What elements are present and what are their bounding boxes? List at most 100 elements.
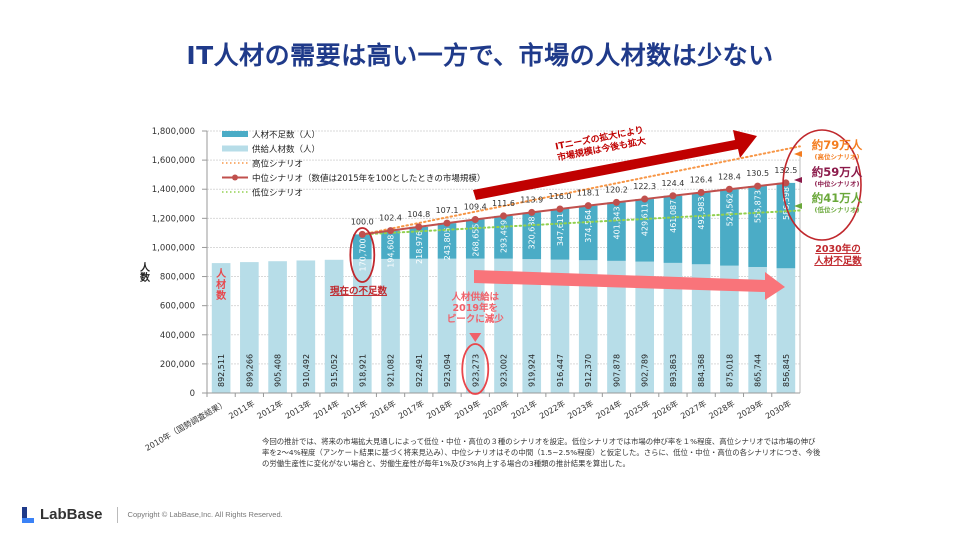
peak-circle <box>461 343 490 395</box>
bar-shortage <box>578 205 598 261</box>
bar-supply <box>381 258 400 393</box>
bar-shortage-label: 524,562 <box>725 193 734 226</box>
footer-divider <box>116 506 118 523</box>
bar-shortage <box>409 226 429 259</box>
bar-supply <box>663 262 683 393</box>
annotation-supply-char: 人 <box>216 267 227 280</box>
bar-supply <box>494 258 513 393</box>
bar-supply <box>240 262 259 393</box>
y-tick-label: 800,000 <box>160 273 195 283</box>
bar-shortage-label: 293,499 <box>500 220 509 253</box>
scenario-value: 約41万人 <box>812 191 863 205</box>
x-tick-label: 2011年 <box>227 398 257 421</box>
x-tick-label: 2016年 <box>368 398 398 421</box>
x-tick-label: 2015年 <box>340 398 370 421</box>
legend-label: 高位シナリオ <box>252 159 303 170</box>
mid-scenario-index-label: 102.4 <box>379 214 402 223</box>
y-tick-label: 1,400,000 <box>152 185 195 195</box>
current-shortage-label: 現在の不足数 <box>330 285 388 297</box>
y-axis: 0 200,000 400,000 600,000 800,000 1,000,000 1,… <box>138 127 801 399</box>
labbase-logo-icon <box>22 506 34 523</box>
bar-shortage <box>607 202 626 261</box>
high-scenario-line <box>361 145 801 236</box>
mid-scenario-index-label: 109.4 <box>464 203 487 212</box>
y-tick-label: 1,800,000 <box>152 127 195 137</box>
x-tick-label: 2024年 <box>594 398 624 421</box>
slide-title: IT人材の需要は高い一方で、市場の人材数は少ない <box>186 41 774 70</box>
scenario-label: (高位シナリオ) <box>815 152 860 161</box>
legend-label: 中位シナリオ（数値は2015年を100としたときの市場規模） <box>252 173 485 184</box>
x-tick-label: 2010年（国勢調査結果） <box>143 398 228 453</box>
bar-supply-label: 923,273 <box>471 354 480 387</box>
bar-shortage-label: 492,983 <box>697 197 706 230</box>
mid-scenario-index-label: 126.4 <box>690 176 713 185</box>
bar-shortage <box>522 212 542 260</box>
x-tick-label: 2013年 <box>283 398 313 421</box>
bar-shortage <box>720 189 739 266</box>
bar-shortage-label: 347,611 <box>556 213 565 246</box>
mid-scenario-point <box>387 227 395 235</box>
annotation-supply-char: 材 <box>216 278 226 291</box>
bar-supply-label: 921,082 <box>387 354 396 387</box>
supply-peak-note: 人材供給は <box>452 291 500 303</box>
bar-supply <box>720 265 739 393</box>
bar-supply <box>607 260 626 393</box>
y-tick-label: 400,000 <box>160 331 195 341</box>
mid-scenario-point <box>415 223 423 231</box>
mid-scenario-index-label: 100.0 <box>351 217 374 226</box>
supply-peak-note: 2019年を <box>453 302 498 314</box>
bar-supply <box>522 259 542 393</box>
scenario-circle <box>782 129 862 241</box>
bar-supply-label: 899,266 <box>245 354 254 387</box>
logo-text: LabBase <box>40 506 103 523</box>
bar-shortage-label: 555,873 <box>754 190 763 223</box>
bar-shortage-label: 268,655 <box>471 224 480 257</box>
mid-scenario-point <box>754 182 762 190</box>
mid-marker-icon <box>794 177 802 183</box>
bar-shortage <box>776 182 796 269</box>
bar-shortage-label: 170,700 <box>358 238 367 271</box>
bar-shortage-label: 401,843 <box>612 206 621 239</box>
bar-supply-label: 907,878 <box>612 354 621 387</box>
mid-scenario-line <box>362 181 786 236</box>
bar-supply <box>550 259 570 393</box>
x-tick-label: 2020年 <box>481 398 511 421</box>
bar-supply <box>352 259 372 393</box>
bar-supply-label: 923,002 <box>500 354 509 387</box>
bar-supply-label: 916,447 <box>556 354 565 387</box>
mid-scenario-index-label: 107.1 <box>436 206 459 215</box>
bar-shortage-label: 218,976 <box>415 231 424 264</box>
mid-scenario-index-label: 116.0 <box>549 192 572 201</box>
legend-swatch <box>222 131 248 137</box>
shortage-2030-label: 人材不足数 <box>814 255 862 267</box>
x-tick-label: 2027年 <box>679 398 709 421</box>
y-tick-label: 600,000 <box>160 302 195 312</box>
y-tick-label: 1,000,000 <box>152 243 195 253</box>
x-tick-label: 2029年 <box>735 398 765 421</box>
y-axis-label: 人数 <box>138 261 150 283</box>
chart-footnote: 今回の推計では、将来の市場拡大見通しによって低位・中位・高位の３種のシナリオを設… <box>262 437 821 468</box>
mid-scenario-point <box>500 212 507 220</box>
legend: 人材不足数（人） 供給人材数（人） 高位シナリオ中位シナリオ（数値は2015年を10… <box>222 130 485 199</box>
legend-swatch <box>222 145 248 152</box>
x-tick-label: 2018年 <box>424 398 454 421</box>
mid-scenario-index-label: 128.4 <box>718 172 741 181</box>
bar-shortage <box>663 195 683 263</box>
bar-supply <box>211 263 231 393</box>
x-tick-label: 2028年 <box>707 398 737 421</box>
bar-shortage-label: 586,598 <box>782 187 791 220</box>
supply-peak-note: ピークに減少 <box>447 313 505 325</box>
shortage-2030-label: 2030年の <box>815 243 860 255</box>
x-tick-label: 2014年 <box>312 398 342 421</box>
bars: 892,511 899,266 905,408 910,492 915,052 918,9… <box>211 182 796 393</box>
x-tick-label: 2021年 <box>509 398 539 421</box>
low-scenario-line <box>361 209 801 236</box>
mid-scenario-point <box>669 192 677 200</box>
mid-scenario-index-label: 124.4 <box>661 179 684 188</box>
x-tick-label: 2012年 <box>255 398 285 421</box>
mid-scenario-point <box>641 195 649 203</box>
bar-shortage <box>691 192 711 265</box>
bar-supply <box>748 266 767 393</box>
bar-supply-label: 910,492 <box>302 354 311 387</box>
